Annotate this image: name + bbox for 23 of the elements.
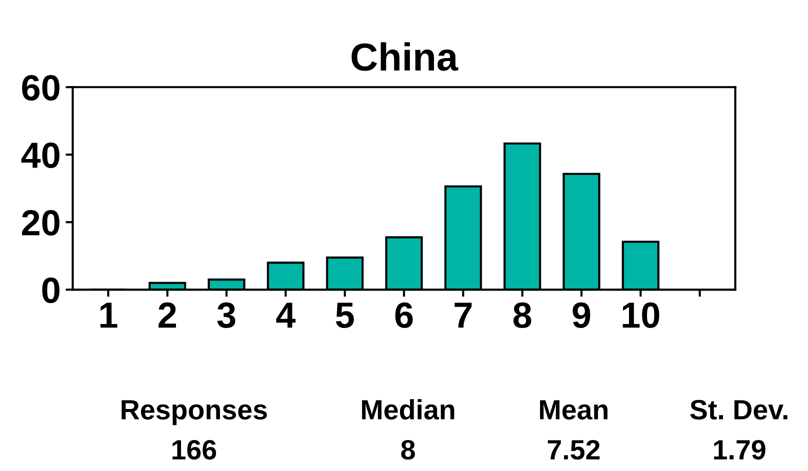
x-tick-label: 5: [336, 302, 354, 328]
chart-title: China: [352, 42, 458, 71]
text: 166: [172, 440, 216, 460]
x-tick-label: 8: [513, 302, 532, 328]
y-tick-label: 20: [22, 210, 60, 236]
x-tick-label: 4: [276, 302, 296, 328]
x-tick-label: 1: [100, 302, 118, 328]
text: Median: [362, 399, 454, 420]
text: Mean: [540, 400, 608, 420]
text: 7.52: [548, 440, 600, 460]
text: St. Dev.: [690, 400, 788, 420]
x-tick-label: 3: [217, 302, 236, 328]
x-tick-label: 2: [158, 302, 176, 328]
text: 1.79: [714, 440, 766, 460]
x-tick-label: 7: [454, 302, 472, 328]
x-tick-label: 10: [622, 302, 660, 328]
y-tick-label: 40: [21, 142, 60, 168]
text: 8: [401, 440, 415, 460]
y-tick-label: 0: [42, 278, 60, 304]
x-tick-label: 6: [395, 302, 413, 328]
x-tick-label: 9: [572, 302, 590, 328]
text: Responses: [122, 400, 267, 426]
y-tick-label: 60: [22, 75, 60, 101]
